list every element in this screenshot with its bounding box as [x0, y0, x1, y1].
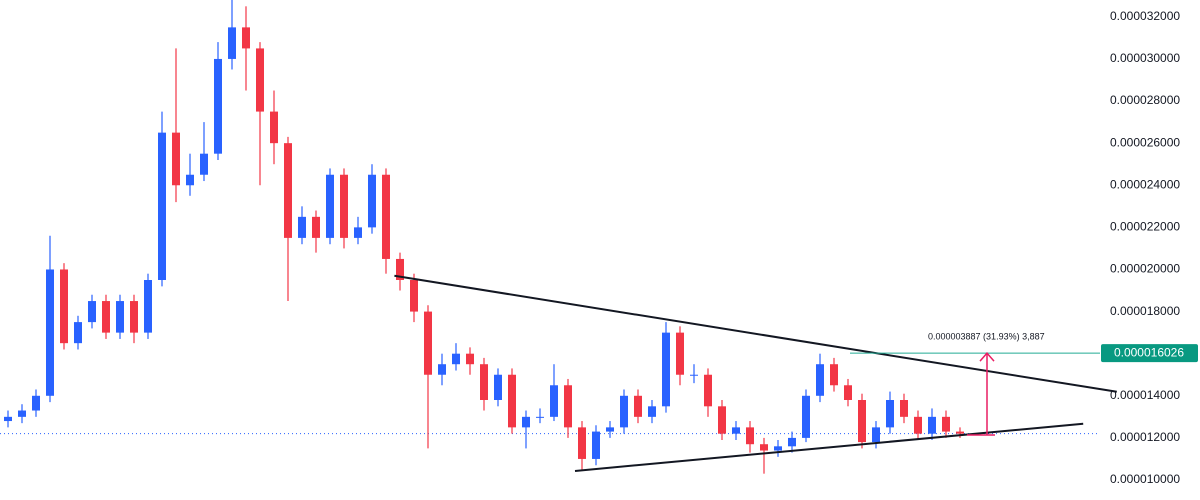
candle-body	[634, 395, 642, 417]
candle-body	[186, 174, 194, 186]
candle-body	[606, 427, 614, 432]
candle-body	[396, 258, 404, 280]
candle-body	[536, 416, 544, 418]
candle-body	[788, 437, 796, 447]
candle-body	[928, 416, 936, 434]
candle-body	[676, 332, 684, 375]
candle-body	[956, 431, 964, 434]
candle-body	[242, 27, 250, 49]
candle-body	[102, 301, 110, 333]
candle-body	[270, 111, 278, 144]
candle-body	[354, 227, 362, 238]
candle-body	[200, 153, 208, 175]
candle-body	[130, 301, 138, 333]
y-tick-label: 0.000012000	[1110, 430, 1180, 444]
candle-body	[88, 301, 96, 323]
candle-body	[144, 280, 152, 333]
candle-body	[4, 416, 12, 422]
trendline	[394, 274, 1117, 393]
y-tick-label: 0.000018000	[1110, 304, 1180, 318]
candle-body	[564, 385, 572, 428]
candle-body	[74, 322, 82, 344]
y-tick-label: 0.000032000	[1110, 9, 1180, 23]
y-tick-label: 0.000020000	[1110, 262, 1180, 276]
candle-body	[802, 395, 810, 438]
candle-body	[732, 427, 740, 434]
candle-body	[550, 385, 558, 417]
candle-body	[158, 132, 166, 280]
candle-body	[844, 385, 852, 400]
candle-body	[410, 280, 418, 312]
candle-body	[32, 395, 40, 411]
price-marker-label: 0.000016026	[1114, 345, 1184, 359]
candle-body	[466, 353, 474, 365]
candle-body	[284, 143, 292, 238]
candle-body	[312, 216, 320, 238]
candle-body	[494, 374, 502, 400]
candle-body	[592, 431, 600, 459]
candle-body	[648, 406, 656, 417]
candle-body	[662, 332, 670, 407]
candle-body	[816, 364, 824, 396]
candle-body	[942, 416, 950, 432]
candle-body	[620, 395, 628, 428]
candle-body	[18, 410, 26, 417]
y-tick-label: 0.000028000	[1110, 93, 1180, 107]
candle-body	[368, 174, 376, 228]
candle-body	[46, 269, 54, 396]
arrow-head	[979, 351, 995, 362]
candle-body	[214, 58, 222, 154]
candle-body	[760, 444, 768, 451]
price-marker-box	[1101, 344, 1198, 363]
candle-body	[830, 364, 838, 386]
candle-body	[774, 446, 782, 451]
candle-body	[382, 174, 390, 259]
candle-body	[452, 353, 460, 365]
candle-body	[914, 416, 922, 434]
y-tick-label: 0.000026000	[1110, 135, 1180, 149]
candle-body	[326, 174, 334, 238]
candle-body	[480, 364, 488, 400]
y-tick-label: 0.000014000	[1110, 388, 1180, 402]
candle-body	[746, 427, 754, 445]
y-tick-label: 0.000010000	[1110, 472, 1180, 486]
y-tick-label: 0.000030000	[1110, 51, 1180, 65]
candle-body	[228, 27, 236, 59]
trendline	[574, 422, 1084, 472]
candle-body	[256, 48, 264, 112]
candle-body	[340, 174, 348, 238]
candle-body	[172, 132, 180, 186]
candle-body	[508, 374, 516, 428]
y-tick-label: 0.000024000	[1110, 177, 1180, 191]
candle-body	[298, 216, 306, 238]
candle-body	[424, 311, 432, 375]
candle-body	[718, 406, 726, 434]
candle-body	[522, 416, 530, 428]
candle-body	[858, 400, 866, 443]
candle-body	[690, 374, 698, 376]
candle-body	[116, 301, 124, 333]
y-tick-label: 0.000022000	[1110, 220, 1180, 234]
candle-body	[872, 427, 880, 443]
candle-body	[704, 374, 712, 407]
measure-label: 0.000003887 (31.93%) 3,887	[928, 332, 1045, 342]
candle-body	[886, 400, 894, 428]
candle-body	[900, 400, 908, 417]
candle-body	[578, 427, 586, 459]
candle-body	[438, 364, 446, 375]
candle-body	[60, 269, 68, 344]
